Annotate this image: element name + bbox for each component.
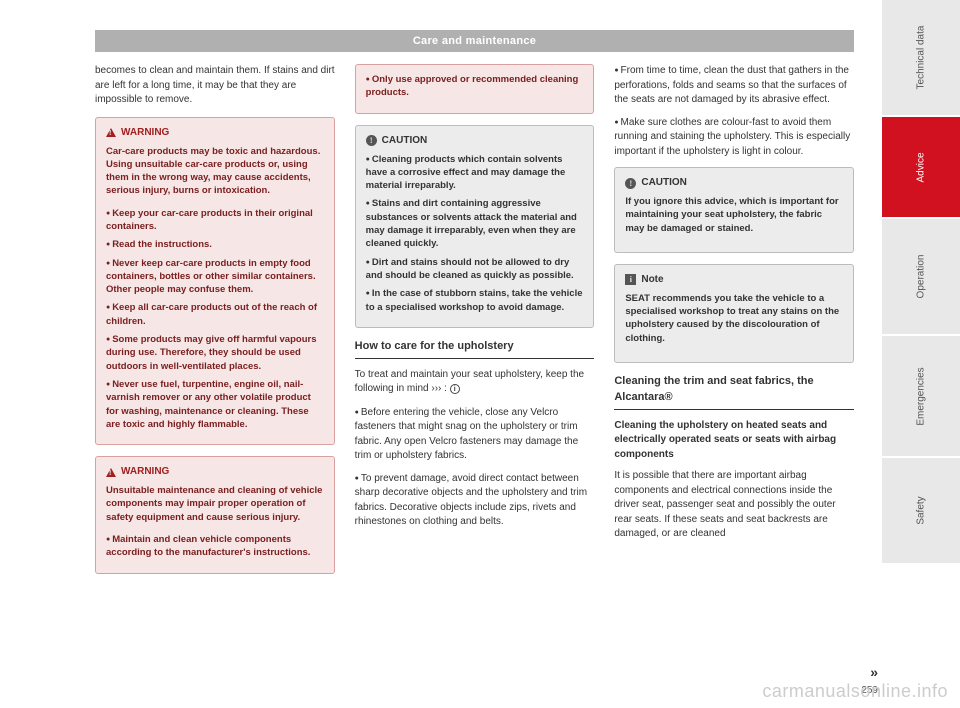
warning-header: WARNING [106, 465, 324, 479]
info-circle-icon: ! [366, 135, 377, 146]
note-text: SEAT recommends you take the vehicle to … [625, 292, 843, 345]
sub-topic: Cleaning the upholstery on heated seats … [614, 419, 854, 463]
tab-label: Emergencies [915, 367, 926, 425]
caution-header: ! CAUTION [625, 176, 843, 190]
info-ref-icon: i [450, 384, 460, 394]
body-bullet: To prevent damage, avoid direct contact … [355, 472, 595, 530]
note-label: Note [641, 273, 663, 287]
caution-bullet: Dirt and stains should not be allowed to… [366, 256, 584, 283]
info-circle-icon: ! [625, 178, 636, 189]
paragraph-text: To treat and maintain your seat upholste… [355, 369, 584, 395]
content-columns: becomes to clean and maintain them. If s… [95, 64, 854, 585]
caution-bullet: Stains and dirt containing aggressive su… [366, 197, 584, 250]
manual-page: Care and maintenance becomes to clean an… [0, 0, 882, 708]
caution-label: CAUTION [382, 134, 428, 148]
tab-label: Technical data [916, 26, 927, 90]
subheading-alcantara: Cleaning the trim and seat fabrics, the … [614, 374, 854, 410]
caution-label: CAUTION [641, 176, 687, 190]
caution-box-1: ! CAUTION Cleaning products which contai… [355, 125, 595, 328]
continuation-mark: » [870, 664, 878, 680]
body-bullet: From time to time, clean the dust that g… [614, 64, 854, 108]
column-3: From time to time, clean the dust that g… [614, 64, 854, 585]
note-header: i Note [625, 273, 843, 287]
warning-lead: Car-care products may be toxic and hazar… [106, 145, 324, 198]
tab-label: Operation [915, 255, 926, 299]
tab-operation[interactable]: Operation [882, 219, 960, 334]
note-box: i Note SEAT recommends you take the vehi… [614, 264, 854, 363]
body-text: From time to time, clean the dust that g… [614, 64, 854, 159]
tab-advice[interactable]: Advice [882, 117, 960, 217]
column-2: Only use approved or recommended cleanin… [355, 64, 595, 585]
warning-bullet: Never use fuel, turpentine, engine oil, … [106, 378, 324, 431]
warning-bullet: Maintain and clean vehicle components ac… [106, 533, 324, 560]
warning-bullet: Read the instructions. [106, 238, 324, 251]
body-bullet: Make sure clothes are colour-fast to avo… [614, 116, 854, 160]
warning-triangle-icon [106, 468, 116, 477]
warning-box-2: WARNING Unsuitable maintenance and clean… [95, 456, 335, 573]
paragraph: It is possible that there are important … [614, 469, 854, 542]
warning-bullet: Keep your car-care products in their ori… [106, 207, 324, 234]
tab-label: Advice [915, 152, 926, 182]
tab-safety[interactable]: Safety [882, 458, 960, 563]
watermark: carmanualsonline.info [762, 681, 948, 702]
warning-box-cont: Only use approved or recommended cleanin… [355, 64, 595, 114]
subheading-upholstery: How to care for the upholstery [355, 339, 595, 359]
column-1: becomes to clean and maintain them. If s… [95, 64, 335, 585]
intro-text: becomes to clean and maintain them. If s… [95, 64, 335, 108]
caution-header: ! CAUTION [366, 134, 584, 148]
warning-label: WARNING [121, 465, 169, 479]
warning-lead: Unsuitable maintenance and cleaning of v… [106, 484, 324, 524]
side-tabs: Technical data Advice Operation Emergenc… [882, 0, 960, 708]
warning-bullet: Some products may give off harmful vapou… [106, 333, 324, 373]
warning-bullet: Keep all car-care products out of the re… [106, 301, 324, 328]
paragraph: To treat and maintain your seat upholste… [355, 368, 595, 397]
warning-bullet: Only use approved or recommended cleanin… [366, 73, 584, 100]
caution-bullet: Cleaning products which contain solvents… [366, 153, 584, 193]
tab-technical-data[interactable]: Technical data [882, 0, 960, 115]
tab-label: Safety [915, 496, 926, 524]
caution-text: If you ignore this advice, which is impo… [625, 195, 843, 235]
section-header: Care and maintenance [95, 30, 854, 52]
body-bullet: Before entering the vehicle, close any V… [355, 406, 595, 464]
warning-bullet: Never keep car-care products in empty fo… [106, 257, 324, 297]
tab-emergencies[interactable]: Emergencies [882, 336, 960, 456]
caution-bullet: In the case of stubborn stains, take the… [366, 287, 584, 314]
warning-triangle-icon [106, 128, 116, 137]
body-text: To treat and maintain your seat upholste… [355, 368, 595, 530]
warning-header: WARNING [106, 126, 324, 140]
warning-box-1: WARNING Car-care products may be toxic a… [95, 117, 335, 446]
warning-label: WARNING [121, 126, 169, 140]
note-icon: i [625, 274, 636, 285]
caution-box-2: ! CAUTION If you ignore this advice, whi… [614, 167, 854, 253]
